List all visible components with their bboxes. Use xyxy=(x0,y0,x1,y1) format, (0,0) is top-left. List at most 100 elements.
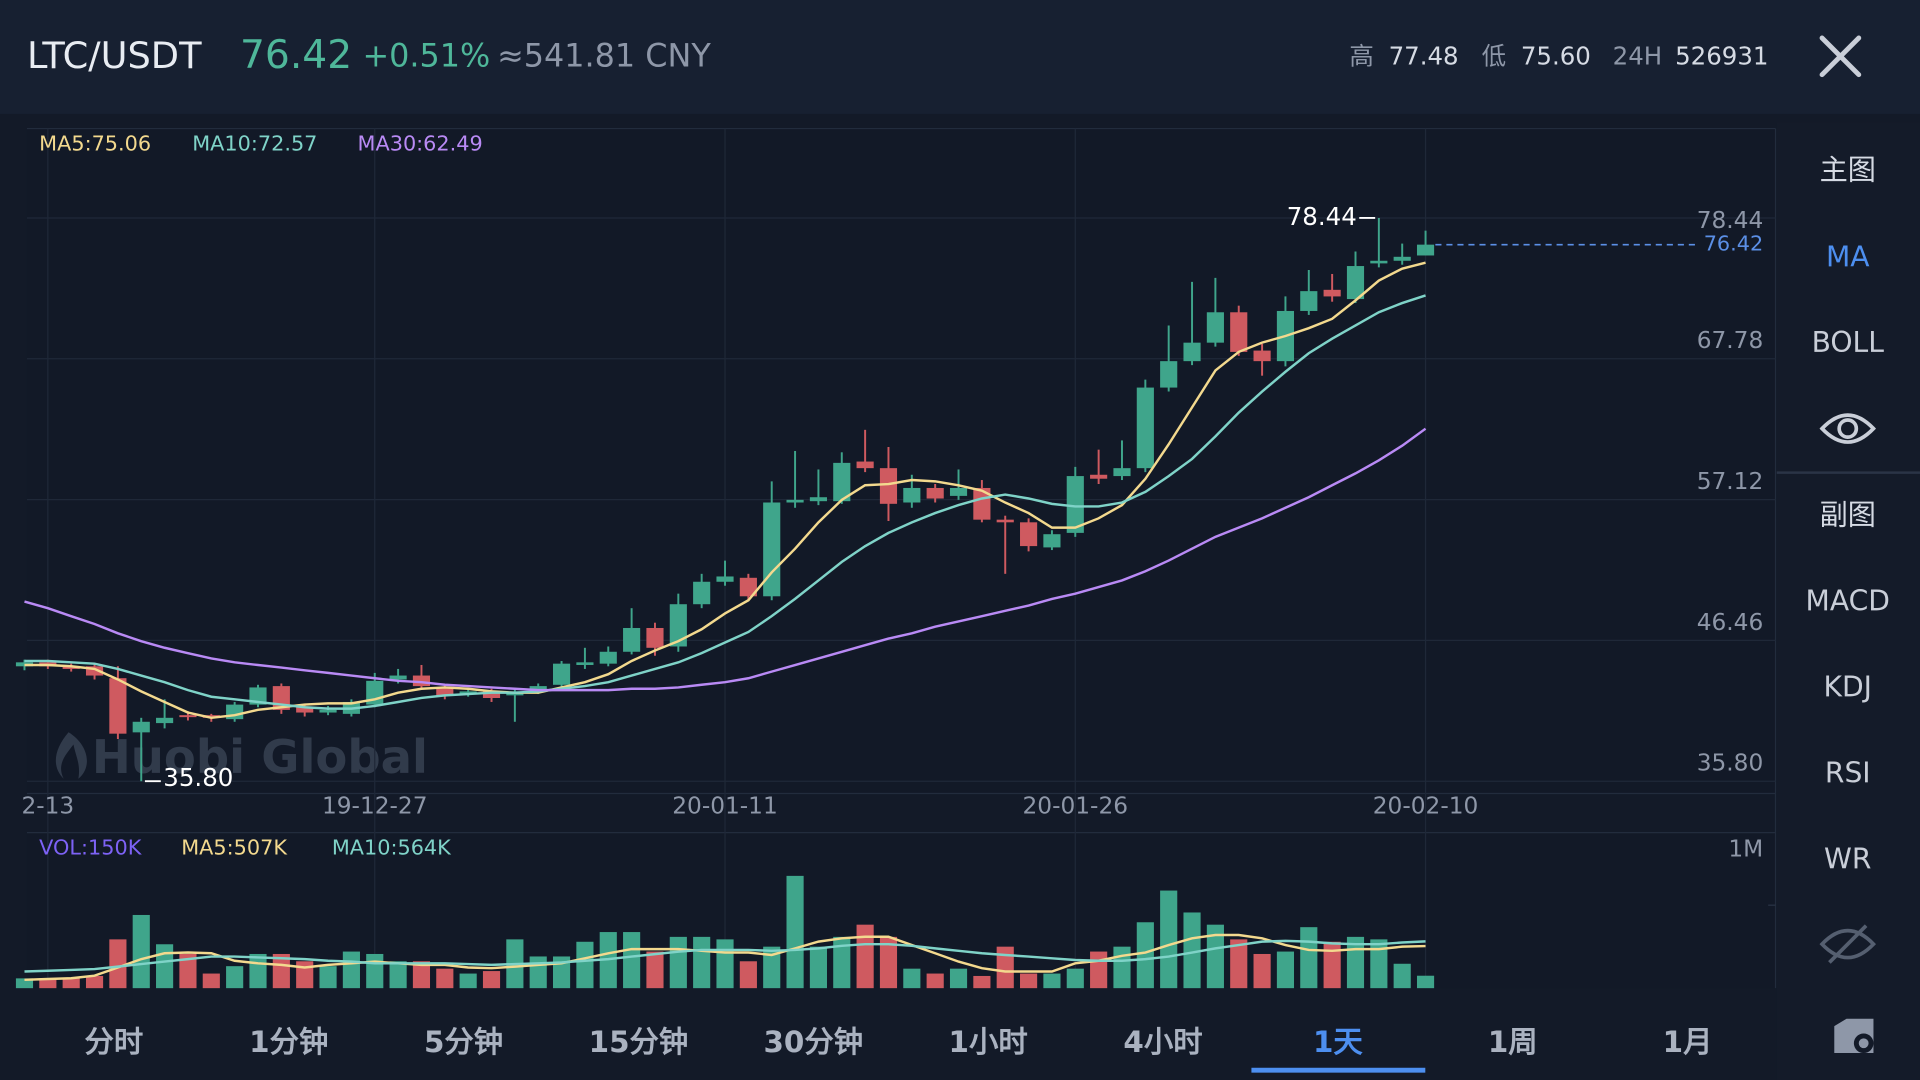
volume-bar xyxy=(1043,973,1061,989)
volume-bar xyxy=(973,975,991,989)
ma-line xyxy=(24,294,1426,710)
candle-body xyxy=(1183,342,1201,362)
timeframe-tab[interactable]: 30分钟 xyxy=(763,1025,863,1059)
candle-body xyxy=(529,686,547,692)
volume-ma-line xyxy=(24,939,1426,973)
candle-body xyxy=(1300,291,1318,311)
price: 76.42 xyxy=(240,33,352,78)
timeframe-tab[interactable]: 1周 xyxy=(1488,1025,1538,1059)
timeframe-tab[interactable]: 5分钟 xyxy=(424,1025,503,1059)
active-tab-underline xyxy=(1251,1067,1426,1073)
side-menu-item[interactable]: KDJ xyxy=(1824,671,1872,704)
price-panel xyxy=(26,128,1776,794)
candle-body xyxy=(949,487,968,496)
side-menu-item[interactable]: MA xyxy=(1826,240,1870,273)
volume-bar xyxy=(576,941,594,989)
close-button[interactable] xyxy=(1819,35,1862,78)
timeframe-tab[interactable]: 1天 xyxy=(1313,1025,1363,1059)
candle-body xyxy=(1090,474,1108,479)
volume-panel xyxy=(26,832,1776,989)
candle-body xyxy=(552,663,571,685)
volume-bar xyxy=(1323,941,1341,989)
side-menu-item[interactable]: MACD xyxy=(1806,584,1890,617)
candle-body xyxy=(1043,534,1061,548)
volume-bar xyxy=(459,973,477,989)
volume-bar xyxy=(319,966,337,989)
candle-body xyxy=(973,487,991,520)
volume-bar xyxy=(879,936,898,989)
side-panel xyxy=(1776,122,1920,1080)
candle-body xyxy=(1066,476,1084,533)
volume-bar xyxy=(856,924,874,989)
volume-bar xyxy=(1230,939,1248,989)
x-tick-label: 20-01-26 xyxy=(1023,792,1129,819)
volume-bar xyxy=(809,946,827,989)
x-tick-label: 20-01-11 xyxy=(672,792,778,819)
eye-off-icon[interactable] xyxy=(1819,924,1877,964)
pair: LTC/USDT xyxy=(27,34,202,77)
timeframe-tab[interactable]: 15分钟 xyxy=(589,1025,689,1059)
timeframe-tab[interactable]: 1分钟 xyxy=(249,1025,328,1059)
volume-bar xyxy=(623,932,641,989)
volume-bar xyxy=(109,939,127,989)
volume-bar xyxy=(1253,953,1271,989)
candle-body xyxy=(296,707,314,713)
side-menu-item[interactable]: RSI xyxy=(1825,757,1871,790)
vol-value: 526931 xyxy=(1675,42,1768,71)
volume-bar xyxy=(786,875,804,989)
candle-body xyxy=(62,666,80,669)
candle-body xyxy=(926,487,944,499)
side-menu-title: 副图 xyxy=(1820,499,1876,532)
y-tick-label: 35.80 xyxy=(1697,750,1764,777)
legend-entry: MA5:507K xyxy=(181,836,288,860)
settings-icon[interactable] xyxy=(1834,1018,1874,1054)
volume-bar xyxy=(1136,922,1154,989)
volume-bar xyxy=(1393,963,1411,989)
candle-body xyxy=(1323,289,1341,297)
timeframe-tab[interactable]: 4小时 xyxy=(1123,1025,1202,1059)
volume-bar xyxy=(739,961,757,989)
volume-bar xyxy=(62,978,80,989)
candle-body xyxy=(623,627,641,652)
volume-bar xyxy=(436,968,454,989)
candle-body xyxy=(646,627,664,648)
ma-line xyxy=(24,427,1427,692)
candle-body xyxy=(716,576,734,582)
legend-entry: MA30:62.49 xyxy=(358,131,483,155)
volume-bar xyxy=(716,939,734,989)
volume-bar xyxy=(482,971,501,989)
candle-body xyxy=(202,715,220,718)
candle-body xyxy=(1416,244,1435,256)
eye-icon[interactable] xyxy=(1819,413,1877,444)
candle-body xyxy=(85,666,104,676)
x-tick-label: 19-12-27 xyxy=(322,792,428,819)
candle-body xyxy=(1160,361,1178,388)
timeframe-tab[interactable]: 1小时 xyxy=(949,1025,1028,1059)
volume-bar xyxy=(249,953,267,989)
volume-bar xyxy=(996,946,1014,989)
side-menu-item[interactable]: BOLL xyxy=(1812,326,1885,359)
volume-bar xyxy=(272,953,290,989)
volume-bar xyxy=(646,951,664,989)
header-bar xyxy=(0,0,1920,114)
timeframe-tab[interactable]: 1月 xyxy=(1663,1025,1713,1059)
side-menu-title: 主图 xyxy=(1820,153,1876,186)
candle-body xyxy=(763,502,781,597)
volume-title: VOL:150K xyxy=(39,836,143,860)
legend-entry: MA10:564K xyxy=(332,836,452,860)
volume-bar xyxy=(1020,973,1038,989)
candle-body xyxy=(833,462,851,502)
legend-entry: MA10:72.57 xyxy=(192,131,317,155)
candle-body xyxy=(482,691,501,699)
y-tick-label: 78.44 xyxy=(1697,207,1764,234)
candle-body xyxy=(436,687,454,696)
volume-chart: 1M VOL:150K MA5:507K MA10:564K xyxy=(15,835,1776,989)
volume-bar xyxy=(529,956,547,989)
volume-bar xyxy=(389,961,407,989)
candle-body xyxy=(996,519,1014,523)
side-menu-item[interactable]: WR xyxy=(1824,843,1871,876)
timeframe-tab[interactable]: 分时 xyxy=(84,1025,143,1059)
